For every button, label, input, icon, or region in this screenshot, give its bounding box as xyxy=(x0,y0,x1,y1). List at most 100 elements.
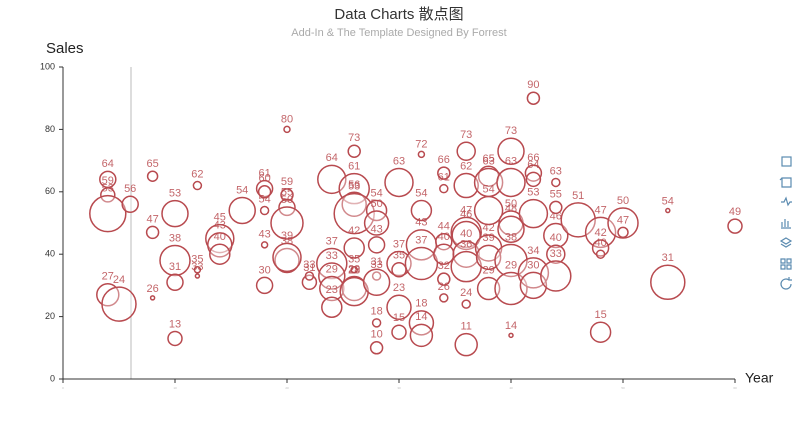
zoom-icon[interactable] xyxy=(781,156,792,167)
data-label: 53 xyxy=(169,188,181,200)
bubble xyxy=(391,324,407,340)
data-label: 40 xyxy=(550,232,562,244)
data-label: 53 xyxy=(527,187,539,199)
data-label: 56 xyxy=(348,179,360,191)
bubble xyxy=(417,150,426,159)
data-label: 23 xyxy=(393,282,405,294)
bubble xyxy=(437,166,451,180)
bubble xyxy=(452,240,480,268)
y-tick-label: 20 xyxy=(45,311,55,321)
bubble xyxy=(89,194,127,233)
data-label: 61 xyxy=(258,168,270,180)
bubble xyxy=(543,222,569,249)
bubble xyxy=(209,243,231,265)
data-label: 29 xyxy=(348,263,360,275)
data-label: 40 xyxy=(460,228,472,240)
data-label: 26 xyxy=(146,283,158,295)
bubble xyxy=(255,179,274,198)
bubble xyxy=(101,286,137,322)
bubble xyxy=(546,244,566,264)
data-label: 14 xyxy=(415,311,427,323)
data-label: 44 xyxy=(438,221,450,233)
data-label: 49 xyxy=(729,206,741,218)
bubble xyxy=(146,170,159,182)
bubble xyxy=(193,266,202,274)
data-label: 35 xyxy=(191,254,203,266)
data-label: 59 xyxy=(102,175,114,187)
bubble xyxy=(456,141,476,161)
data-label: 53 xyxy=(348,181,360,193)
bubble xyxy=(367,236,386,254)
y-tick-label: 60 xyxy=(45,186,55,196)
data-label: 33 xyxy=(191,261,203,273)
data-label: 33 xyxy=(370,259,382,271)
bubble xyxy=(205,223,235,254)
bubble xyxy=(476,276,501,301)
data-label: 29 xyxy=(326,263,338,275)
data-label: 59 xyxy=(281,176,293,188)
bubble xyxy=(453,172,479,199)
data-label: 46 xyxy=(550,210,562,222)
bubble xyxy=(518,198,549,229)
data-label: 23 xyxy=(326,284,338,296)
y-tick-label: 0 xyxy=(50,373,55,383)
data-label: 36 xyxy=(460,239,472,251)
data-label: 47 xyxy=(460,204,472,216)
data-label: 56 xyxy=(124,183,136,195)
tiled-icon[interactable] xyxy=(780,258,792,270)
data-label: 65 xyxy=(146,158,158,170)
bubble xyxy=(228,196,256,225)
bubble xyxy=(341,275,367,302)
bubble xyxy=(439,183,449,194)
bubble xyxy=(257,185,272,199)
bubble xyxy=(454,332,478,357)
data-label: 46 xyxy=(460,208,472,220)
line-icon[interactable] xyxy=(781,196,792,207)
data-label: 54 xyxy=(482,183,494,195)
data-label: 47 xyxy=(594,204,606,216)
data-label: 55 xyxy=(281,186,293,198)
data-label: 54 xyxy=(662,195,674,207)
data-label: 60 xyxy=(258,173,270,185)
data-label: 18 xyxy=(370,306,382,318)
data-label: 80 xyxy=(281,113,293,125)
data-label: 30 xyxy=(527,259,539,271)
data-label: 14 xyxy=(505,320,517,332)
x-tick-label: 10 xyxy=(173,386,177,390)
data-label: 13 xyxy=(169,318,181,330)
data-label: 42 xyxy=(594,227,606,239)
bubble xyxy=(391,262,407,278)
bubble xyxy=(371,318,382,328)
data-label: 66 xyxy=(438,154,450,166)
data-label: 27 xyxy=(102,271,114,283)
undo-icon[interactable] xyxy=(779,177,792,188)
data-label: 42 xyxy=(348,225,360,237)
bubble xyxy=(121,195,139,214)
data-label: 73 xyxy=(505,125,517,137)
bubble xyxy=(496,167,526,198)
data-label: 37 xyxy=(326,235,338,247)
x-tick-label: 0 xyxy=(62,386,64,390)
x-tick-label: 50 xyxy=(621,386,625,390)
data-label: 51 xyxy=(572,190,584,202)
bubble xyxy=(371,271,382,281)
bubble xyxy=(272,242,302,273)
bubble xyxy=(363,210,390,236)
toolbox xyxy=(779,156,793,290)
stack-icon[interactable] xyxy=(779,237,793,248)
bubble xyxy=(384,167,414,198)
y-axis-label: Sales xyxy=(46,40,84,57)
data-label: 50 xyxy=(370,198,382,210)
bubble xyxy=(410,199,433,222)
data-label: 28 xyxy=(348,265,360,277)
data-label: 31 xyxy=(169,261,181,273)
bar-icon[interactable] xyxy=(781,219,791,229)
bubble xyxy=(526,91,541,105)
bubble xyxy=(386,294,412,320)
bubble xyxy=(319,275,345,302)
bubble xyxy=(166,273,184,292)
restore-icon[interactable] xyxy=(780,277,792,290)
bubble xyxy=(167,330,183,347)
bubble xyxy=(145,225,160,240)
bubble xyxy=(595,249,606,259)
